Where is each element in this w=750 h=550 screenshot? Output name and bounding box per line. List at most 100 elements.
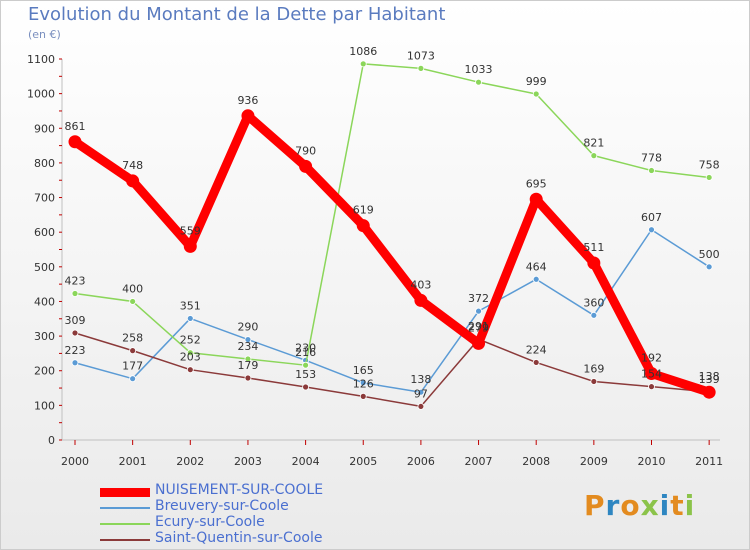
x-tick-label: 2009 bbox=[580, 455, 608, 468]
y-tick-label: 900 bbox=[34, 122, 55, 135]
y-tick-label: 100 bbox=[34, 399, 55, 412]
data-label: 999 bbox=[526, 75, 547, 88]
logo-letter: i bbox=[659, 489, 671, 522]
series-point bbox=[648, 383, 655, 391]
series-point bbox=[244, 355, 252, 363]
series-point bbox=[417, 388, 425, 396]
data-label: 464 bbox=[526, 260, 547, 273]
legend-label: Breuvery-sur-Coole bbox=[155, 498, 289, 514]
series-point bbox=[183, 239, 197, 253]
legend-label: Ecury-sur-Coole bbox=[155, 514, 265, 530]
data-label: 153 bbox=[295, 368, 316, 381]
data-labels-layer: 223 177 351 290 230 165 138 372 464 360 607 500 423 4… bbox=[65, 45, 720, 401]
series-line bbox=[74, 63, 710, 366]
series-point bbox=[71, 359, 79, 367]
series-line bbox=[74, 229, 710, 393]
series-point bbox=[648, 167, 655, 174]
series-point bbox=[414, 293, 428, 307]
series-point bbox=[129, 347, 137, 355]
data-label: 216 bbox=[295, 346, 316, 359]
x-tick-label: 2008 bbox=[522, 455, 550, 468]
series-point bbox=[129, 298, 137, 305]
data-label: 936 bbox=[237, 94, 258, 107]
data-label: 1033 bbox=[465, 63, 493, 76]
y-tick-label: 1000 bbox=[27, 88, 55, 101]
data-label: 758 bbox=[699, 158, 720, 171]
series-point bbox=[472, 336, 486, 350]
series-point bbox=[71, 290, 79, 297]
series-point bbox=[705, 263, 713, 271]
series-point bbox=[475, 78, 482, 86]
legend-label: Saint-Quentin-sur-Coole bbox=[155, 530, 323, 546]
x-tick-label: 2004 bbox=[292, 455, 320, 468]
data-label: 192 bbox=[641, 351, 662, 364]
x-tick-label: 2001 bbox=[119, 455, 147, 468]
series-point bbox=[529, 192, 543, 206]
series-point bbox=[186, 366, 194, 374]
y-tick-label: 500 bbox=[34, 261, 55, 274]
legend-swatch bbox=[100, 507, 150, 509]
logo-letter: P bbox=[584, 489, 606, 522]
series-point bbox=[590, 152, 598, 160]
series-point bbox=[68, 135, 82, 149]
chart-title: Evolution du Montant de la Dette par Hab… bbox=[28, 4, 446, 25]
series-layer bbox=[68, 60, 716, 410]
data-label: 165 bbox=[353, 364, 374, 377]
legend-swatch bbox=[100, 523, 150, 525]
logo-letter: i bbox=[684, 489, 696, 522]
data-label: 695 bbox=[526, 177, 547, 190]
series-line bbox=[70, 111, 714, 397]
data-label: 223 bbox=[65, 344, 86, 357]
data-label: 861 bbox=[65, 120, 86, 133]
data-label: 372 bbox=[468, 292, 489, 305]
data-label: 1073 bbox=[407, 49, 435, 62]
data-label: 351 bbox=[180, 299, 201, 312]
series-line bbox=[74, 332, 710, 408]
x-tick-label: 2007 bbox=[465, 455, 493, 468]
data-label: 403 bbox=[410, 278, 431, 291]
data-label: 559 bbox=[180, 224, 201, 237]
series-point bbox=[244, 374, 252, 382]
data-label: 360 bbox=[583, 296, 604, 309]
y-tick-label: 800 bbox=[34, 157, 55, 170]
series-point bbox=[702, 385, 716, 399]
series-point bbox=[302, 383, 310, 391]
x-tick-label: 2005 bbox=[349, 455, 377, 468]
legend-label: NUISEMENT-SUR-COOLE bbox=[155, 482, 324, 498]
data-label: 97 bbox=[414, 387, 428, 400]
data-label: 252 bbox=[180, 334, 201, 347]
series-point bbox=[356, 219, 370, 233]
data-label: 138 bbox=[699, 370, 720, 383]
data-label: 511 bbox=[583, 241, 604, 254]
x-tick-label: 2003 bbox=[234, 455, 262, 468]
data-label: 778 bbox=[641, 152, 662, 165]
series-point bbox=[359, 60, 367, 68]
data-label: 234 bbox=[237, 340, 258, 353]
x-tick-label: 2006 bbox=[407, 455, 435, 468]
data-label: 619 bbox=[353, 204, 374, 217]
logo-letter: r bbox=[605, 489, 621, 522]
data-label: 126 bbox=[353, 377, 374, 390]
data-label: 790 bbox=[295, 144, 316, 157]
series-point bbox=[241, 109, 255, 123]
data-label: 309 bbox=[65, 314, 86, 327]
data-label: 291 bbox=[468, 320, 489, 333]
legend-swatch bbox=[100, 487, 150, 497]
y-tick-label: 700 bbox=[34, 192, 55, 205]
series-point bbox=[359, 379, 367, 387]
data-label: 607 bbox=[641, 211, 662, 224]
series-point bbox=[359, 392, 367, 400]
series-point bbox=[590, 311, 598, 319]
chart-unit: (en €) bbox=[28, 28, 61, 41]
data-label: 224 bbox=[526, 343, 547, 356]
legend-swatch bbox=[100, 539, 150, 541]
series-point bbox=[532, 275, 540, 283]
series-point bbox=[244, 336, 252, 343]
x-tick-label: 2000 bbox=[61, 455, 89, 468]
logo-letter: o bbox=[620, 489, 641, 522]
series-point bbox=[587, 256, 601, 270]
series-point bbox=[532, 359, 540, 366]
series-point bbox=[302, 361, 310, 369]
data-label: 748 bbox=[122, 159, 143, 172]
